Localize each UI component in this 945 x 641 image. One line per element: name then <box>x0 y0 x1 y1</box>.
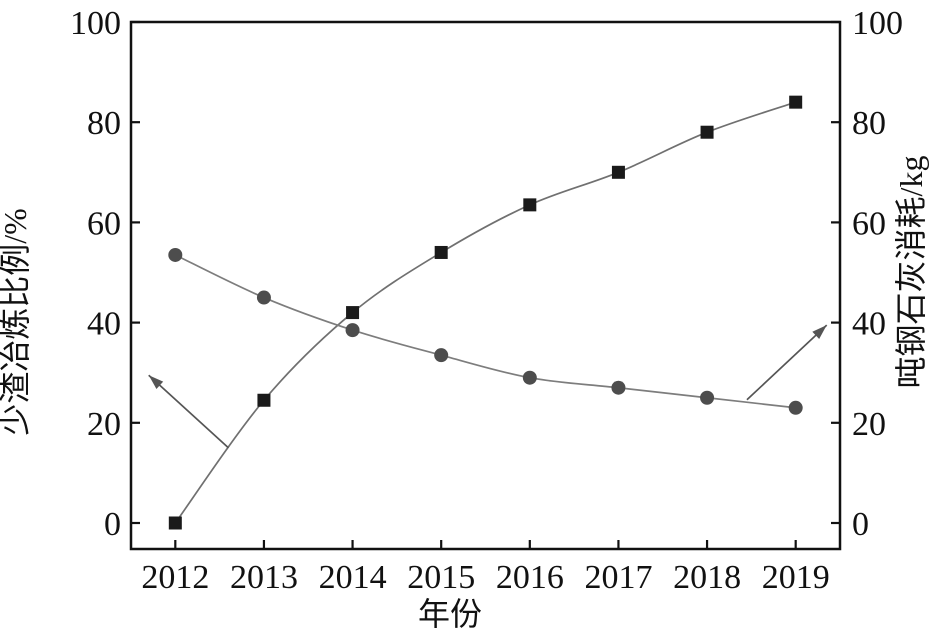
data-point-circle <box>256 290 271 305</box>
data-point-circle <box>434 348 449 363</box>
series-line-circle <box>174 254 796 409</box>
data-point-square <box>168 516 182 530</box>
y-axis-tick-label-right: 0 <box>852 506 869 543</box>
data-point-square <box>789 95 803 109</box>
x-axis-tick-label: 2018 <box>673 559 741 596</box>
y-axis-tick-label-left: 100 <box>70 5 121 42</box>
y-axis-title-right: 吨钢石灰消耗/kg <box>893 156 929 389</box>
x-axis-tick-label: 2013 <box>230 559 298 596</box>
left-axis-arrow-line <box>148 374 230 449</box>
data-point-circle <box>788 400 803 415</box>
x-axis-tick-label: 2019 <box>762 559 830 596</box>
data-point-square <box>611 165 625 179</box>
right-axis-arrow-head <box>812 325 827 340</box>
y-axis-tick-label-left: 0 <box>104 506 121 543</box>
data-point-circle <box>522 370 537 385</box>
y-axis-tick-label-right: 100 <box>852 5 903 42</box>
series-line-square <box>174 101 796 524</box>
x-axis-tick-label: 2015 <box>407 559 475 596</box>
left-axis-arrow-head <box>148 375 164 390</box>
y-axis-title-left: 少渣冶炼比例/% <box>0 208 33 436</box>
x-axis-title: 年份 <box>418 596 482 632</box>
data-point-square <box>257 393 271 407</box>
y-axis-tick-label-right: 80 <box>852 105 886 142</box>
y-axis-tick-label-right: 60 <box>852 205 886 242</box>
x-axis-tick-label: 2016 <box>496 559 564 596</box>
y-axis-tick-label-left: 20 <box>87 406 121 443</box>
y-axis-tick-label-right: 40 <box>852 306 886 343</box>
data-point-circle <box>345 323 360 338</box>
y-axis-tick-label-left: 40 <box>87 306 121 343</box>
x-axis-tick-label: 2017 <box>584 559 652 596</box>
y-axis-tick-label-left: 80 <box>87 105 121 142</box>
chart-generated-layer: 0 20 40 60 80 100 0 20 40 60 80 100 2012 2013 2014 2015… <box>70 5 903 596</box>
data-point-square <box>700 125 714 139</box>
x-axis-tick-label: 2014 <box>319 559 387 596</box>
right-axis-arrow-line <box>746 324 828 401</box>
data-point-circle <box>611 380 626 395</box>
plot-border <box>129 20 842 551</box>
y-axis-tick-label-left: 60 <box>87 205 121 242</box>
data-point-square <box>346 306 360 320</box>
data-point-circle <box>168 247 183 262</box>
x-axis-tick-label: 2012 <box>141 559 209 596</box>
data-point-circle <box>700 390 715 405</box>
y-axis-tick-label-right: 20 <box>852 406 886 443</box>
data-point-square <box>523 198 537 212</box>
data-point-square <box>434 245 448 259</box>
